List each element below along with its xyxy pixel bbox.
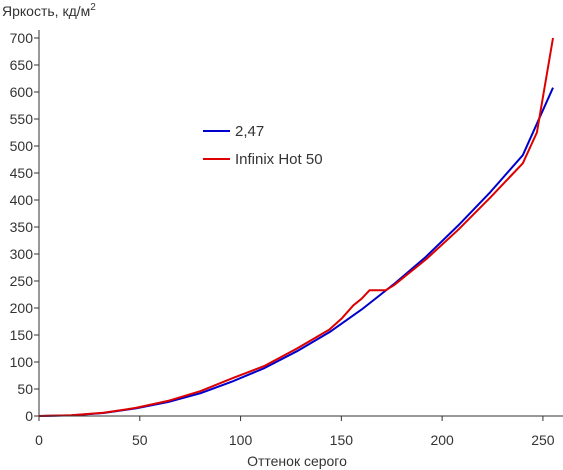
y-tick-label: 250 <box>10 273 34 289</box>
y-tick-label: 0 <box>25 408 33 424</box>
y-tick-label: 200 <box>10 300 34 316</box>
y-axis-label-superscript: 2 <box>90 2 96 13</box>
y-axis-ticks: 0 50 100 150 200 250 300 350 400 450 500 550 600 650 7… <box>10 30 39 424</box>
y-tick-label: 300 <box>10 246 34 262</box>
y-tick-label: 600 <box>10 84 34 100</box>
y-tick-label: 700 <box>10 30 34 46</box>
y-tick-label: 550 <box>10 111 34 127</box>
y-tick-label: 350 <box>10 219 34 235</box>
legend: 2,47 Infinix Hot 50 <box>203 123 323 168</box>
x-tick-label: 150 <box>330 432 354 448</box>
y-axis-label: Яркость, кд/м2 <box>2 2 96 19</box>
x-tick-label: 50 <box>132 432 148 448</box>
x-axis-label: Оттенок серого <box>247 453 347 469</box>
x-tick-label: 250 <box>531 432 555 448</box>
y-axis-label-text: Яркость, кд/м <box>2 3 90 19</box>
legend-label-1: 2,47 <box>235 123 264 140</box>
y-tick-label: 150 <box>10 327 34 343</box>
y-tick-label: 50 <box>17 381 33 397</box>
y-tick-label: 500 <box>10 138 34 154</box>
y-tick-label: 100 <box>10 354 34 370</box>
x-tick-label: 200 <box>430 432 454 448</box>
series-line-1 <box>38 87 554 417</box>
x-tick-label: 0 <box>35 432 43 448</box>
x-axis-ticks: 0 50 100 150 200 250 <box>35 416 555 448</box>
x-tick-label: 100 <box>229 432 253 448</box>
series-line-2 <box>38 37 554 417</box>
series-lines <box>38 37 554 417</box>
y-tick-label: 450 <box>10 165 34 181</box>
y-tick-label: 650 <box>10 57 34 73</box>
legend-label-2: Infinix Hot 50 <box>235 151 323 168</box>
y-tick-label: 400 <box>10 192 34 208</box>
